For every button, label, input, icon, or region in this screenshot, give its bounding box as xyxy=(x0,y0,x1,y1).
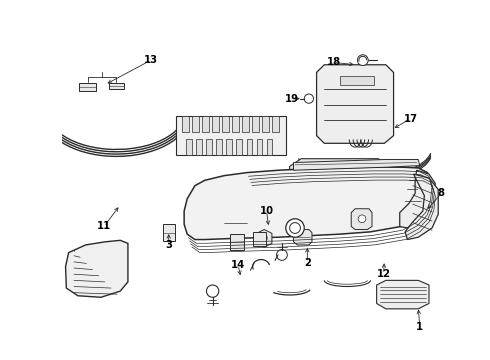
Circle shape xyxy=(357,55,368,66)
Polygon shape xyxy=(267,139,272,155)
Polygon shape xyxy=(400,170,435,228)
Circle shape xyxy=(290,222,300,233)
Polygon shape xyxy=(317,65,393,143)
Text: 8: 8 xyxy=(438,188,445,198)
Circle shape xyxy=(276,249,287,260)
Polygon shape xyxy=(196,139,202,155)
Polygon shape xyxy=(192,116,199,132)
Circle shape xyxy=(358,215,366,222)
Text: 2: 2 xyxy=(304,258,311,267)
Circle shape xyxy=(365,168,377,180)
Polygon shape xyxy=(257,139,262,155)
Polygon shape xyxy=(217,139,222,155)
Polygon shape xyxy=(262,116,269,132)
Polygon shape xyxy=(232,116,239,132)
Polygon shape xyxy=(66,240,128,297)
Polygon shape xyxy=(405,174,438,239)
Circle shape xyxy=(304,94,314,103)
Polygon shape xyxy=(182,116,189,132)
Polygon shape xyxy=(246,139,252,155)
Polygon shape xyxy=(226,139,232,155)
Text: 1: 1 xyxy=(416,321,423,332)
Polygon shape xyxy=(257,230,272,247)
Bar xyxy=(230,234,244,249)
Polygon shape xyxy=(222,116,229,132)
Polygon shape xyxy=(212,116,219,132)
Circle shape xyxy=(261,235,268,241)
Text: 11: 11 xyxy=(97,221,111,231)
Text: 17: 17 xyxy=(404,114,417,123)
Text: 13: 13 xyxy=(144,55,158,65)
Polygon shape xyxy=(294,159,420,170)
Polygon shape xyxy=(109,83,124,89)
Circle shape xyxy=(206,285,219,297)
Polygon shape xyxy=(272,116,279,132)
Polygon shape xyxy=(176,116,286,155)
Text: 19: 19 xyxy=(285,94,299,104)
Text: 14: 14 xyxy=(231,260,245,270)
Polygon shape xyxy=(294,230,312,245)
Polygon shape xyxy=(184,167,431,239)
Text: 3: 3 xyxy=(165,240,172,250)
Circle shape xyxy=(314,168,327,180)
Polygon shape xyxy=(213,213,251,234)
Polygon shape xyxy=(290,159,393,189)
Polygon shape xyxy=(202,116,209,132)
Polygon shape xyxy=(237,139,242,155)
Polygon shape xyxy=(206,139,212,155)
Polygon shape xyxy=(351,209,372,230)
Bar xyxy=(332,165,363,184)
Polygon shape xyxy=(252,116,259,132)
Bar xyxy=(340,76,374,85)
Polygon shape xyxy=(79,83,97,91)
Text: 18: 18 xyxy=(326,58,341,67)
Circle shape xyxy=(286,219,304,237)
Text: 10: 10 xyxy=(260,206,273,216)
Text: 12: 12 xyxy=(377,269,391,279)
Bar xyxy=(253,232,266,246)
Polygon shape xyxy=(187,139,192,155)
Bar xyxy=(163,224,175,241)
Polygon shape xyxy=(377,280,429,309)
Polygon shape xyxy=(242,116,249,132)
